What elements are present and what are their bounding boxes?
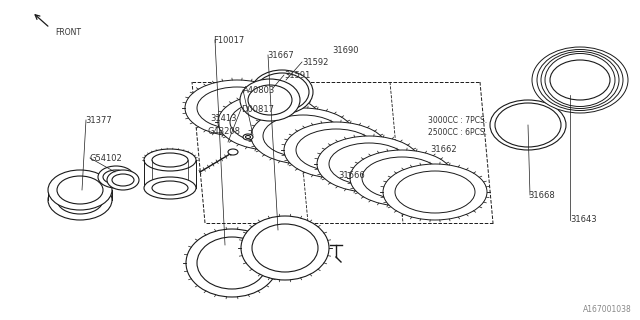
Text: G54102: G54102 bbox=[89, 154, 122, 163]
Ellipse shape bbox=[317, 136, 421, 192]
Ellipse shape bbox=[243, 134, 253, 140]
Text: 31413: 31413 bbox=[210, 114, 237, 123]
Text: 2500CC : 6PCS.: 2500CC : 6PCS. bbox=[428, 127, 487, 137]
Text: 31662: 31662 bbox=[430, 145, 456, 154]
Text: A167001038: A167001038 bbox=[583, 306, 632, 315]
Text: D00817: D00817 bbox=[241, 105, 274, 114]
Text: 31666: 31666 bbox=[338, 171, 365, 180]
Ellipse shape bbox=[251, 108, 355, 164]
Ellipse shape bbox=[144, 177, 196, 199]
Ellipse shape bbox=[185, 80, 289, 136]
Ellipse shape bbox=[532, 47, 628, 113]
Ellipse shape bbox=[329, 143, 409, 185]
Ellipse shape bbox=[48, 170, 112, 210]
Text: F10017: F10017 bbox=[213, 36, 244, 44]
Ellipse shape bbox=[252, 224, 318, 272]
Ellipse shape bbox=[500, 107, 556, 143]
Ellipse shape bbox=[57, 176, 103, 204]
Text: 31690: 31690 bbox=[332, 45, 358, 54]
Ellipse shape bbox=[255, 73, 309, 111]
Text: A40803: A40803 bbox=[243, 85, 275, 94]
Ellipse shape bbox=[541, 52, 619, 108]
Ellipse shape bbox=[350, 150, 454, 206]
Ellipse shape bbox=[545, 53, 615, 107]
Ellipse shape bbox=[186, 229, 278, 297]
Text: G43208: G43208 bbox=[207, 126, 240, 135]
Ellipse shape bbox=[495, 103, 561, 147]
Ellipse shape bbox=[296, 129, 376, 171]
Ellipse shape bbox=[241, 216, 329, 280]
Ellipse shape bbox=[240, 79, 300, 121]
Ellipse shape bbox=[218, 94, 322, 150]
Text: 31667: 31667 bbox=[267, 51, 294, 60]
Ellipse shape bbox=[98, 166, 134, 188]
Ellipse shape bbox=[228, 149, 238, 155]
Ellipse shape bbox=[103, 170, 129, 184]
Ellipse shape bbox=[284, 122, 388, 178]
Ellipse shape bbox=[395, 171, 475, 213]
Ellipse shape bbox=[230, 101, 310, 143]
Ellipse shape bbox=[107, 170, 139, 190]
Ellipse shape bbox=[259, 76, 305, 108]
Ellipse shape bbox=[550, 60, 610, 100]
Ellipse shape bbox=[197, 87, 277, 129]
Text: 3000CC : 7PCS.: 3000CC : 7PCS. bbox=[428, 116, 487, 124]
Ellipse shape bbox=[197, 237, 267, 289]
Ellipse shape bbox=[246, 135, 250, 139]
Text: 31643: 31643 bbox=[570, 215, 596, 225]
Text: FRONT: FRONT bbox=[55, 28, 81, 36]
Ellipse shape bbox=[144, 149, 196, 171]
Text: 31377: 31377 bbox=[85, 116, 112, 124]
Ellipse shape bbox=[152, 153, 188, 167]
Ellipse shape bbox=[383, 164, 487, 220]
Ellipse shape bbox=[263, 115, 343, 157]
Text: 31591: 31591 bbox=[284, 70, 310, 79]
Ellipse shape bbox=[48, 180, 112, 220]
Ellipse shape bbox=[248, 85, 292, 115]
Text: 31668: 31668 bbox=[528, 190, 555, 199]
Ellipse shape bbox=[57, 186, 103, 214]
Ellipse shape bbox=[537, 50, 623, 110]
Text: 31592: 31592 bbox=[302, 58, 328, 67]
Ellipse shape bbox=[490, 100, 566, 150]
Ellipse shape bbox=[152, 181, 188, 195]
Ellipse shape bbox=[112, 174, 134, 186]
Ellipse shape bbox=[251, 70, 313, 114]
Ellipse shape bbox=[362, 157, 442, 199]
